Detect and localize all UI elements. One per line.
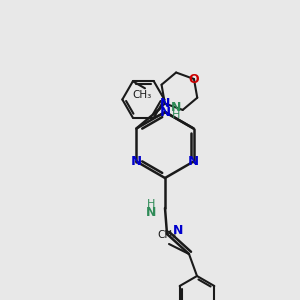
Text: N: N: [160, 97, 170, 110]
Text: N: N: [159, 106, 171, 118]
Text: N: N: [188, 155, 199, 168]
Text: N: N: [131, 155, 142, 168]
Text: N: N: [170, 101, 181, 114]
Text: CH₃: CH₃: [132, 90, 152, 100]
Text: N: N: [146, 206, 156, 218]
Text: N: N: [173, 224, 183, 236]
Text: O: O: [189, 73, 199, 85]
Text: CH₃: CH₃: [158, 230, 177, 240]
Text: H: H: [147, 199, 155, 209]
Text: H: H: [172, 110, 180, 119]
